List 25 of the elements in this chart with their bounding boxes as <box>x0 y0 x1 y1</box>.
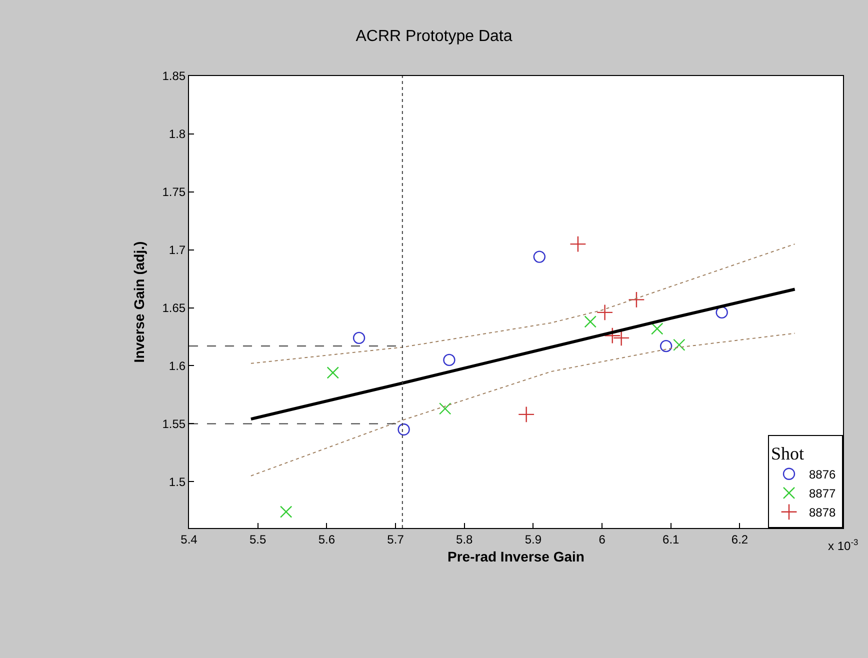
y-axis-title: Inverse Gain (adj.) <box>130 241 147 363</box>
x-tick-label: 5.9 <box>524 532 542 546</box>
text: x 10$^{-3}$ <box>828 537 858 554</box>
x-tick-label: 5.4 <box>180 532 198 546</box>
legend-label: 8876 <box>809 468 836 482</box>
legend-label: 8878 <box>809 506 836 520</box>
y-tick-label: 1.8 <box>168 127 186 142</box>
y-tick-label: 1.55 <box>162 416 186 431</box>
x-tick-label: 5.8 <box>456 532 474 546</box>
legend-label: 8877 <box>809 486 836 501</box>
x-tick-label: 6 <box>598 532 606 546</box>
y-tick-label: 1.85 <box>162 69 186 84</box>
y-tick-label: 1.75 <box>162 185 186 200</box>
chart-title: ACRR Prototype Data <box>356 28 512 45</box>
x-tick-label: 5.7 <box>387 532 404 546</box>
y-tick-label: 1.65 <box>162 300 186 315</box>
y-tick-label: 1.7 <box>168 243 186 258</box>
x-axis-title: Pre-rad Inverse Gain <box>448 548 584 565</box>
y-tick-label: 1.6 <box>168 358 186 373</box>
x-tick-label: 5.5 <box>249 532 267 546</box>
x-tick-label: 6.1 <box>662 532 680 546</box>
y-tick-label: 1.5 <box>168 474 186 489</box>
x-tick-label: 5.6 <box>318 532 336 546</box>
x-tick-label: 6.2 <box>731 532 748 546</box>
legend-title: Shot <box>771 443 804 464</box>
